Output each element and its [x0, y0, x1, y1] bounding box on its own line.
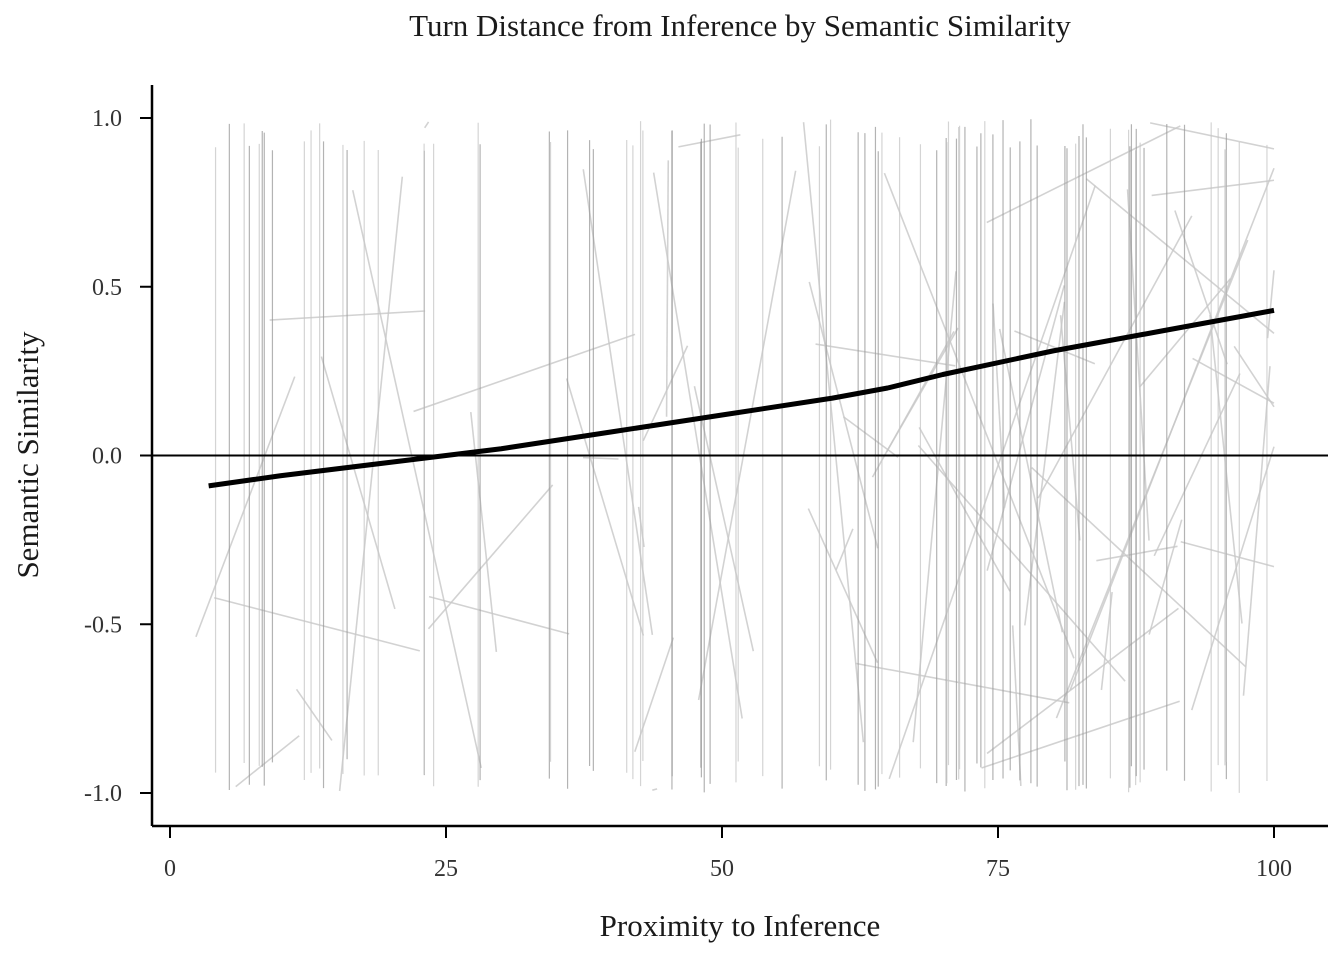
background-trace	[427, 484, 554, 630]
background-trace	[842, 416, 899, 458]
background-trace	[1014, 330, 1096, 365]
y-tick-label: 1.0	[92, 106, 122, 132]
background-trace	[883, 172, 1075, 659]
x-tick-label: 0	[164, 856, 176, 882]
background-trace	[1192, 357, 1275, 404]
background-trace	[1233, 345, 1275, 408]
background-trace	[912, 271, 957, 743]
x-axis-title: Proximity to Inference	[599, 908, 881, 943]
background-trace	[1149, 122, 1275, 150]
background-trace	[1069, 167, 1275, 691]
y-tick-label: 0.5	[92, 275, 122, 301]
background-trace	[1180, 540, 1275, 568]
y-tick-label: 0.0	[92, 444, 122, 470]
x-axis-ticks: 0 25 50 75 100	[164, 826, 1292, 882]
background-trace	[1190, 446, 1275, 711]
background-trace	[195, 376, 296, 638]
background-trace	[235, 735, 300, 788]
trend-line	[208, 307, 1275, 489]
background-trace	[652, 172, 743, 719]
background-trace	[214, 596, 421, 652]
background-trace	[1148, 519, 1183, 635]
background-trace	[693, 386, 755, 652]
background-trace	[295, 688, 333, 741]
background-trace	[981, 700, 1180, 769]
y-axis-ticks: -1.0 -0.5 0.0 0.5 1.0	[84, 106, 152, 807]
y-tick-label: -1.0	[84, 781, 122, 807]
background-trace	[888, 185, 1097, 780]
background-trace	[565, 378, 645, 636]
background-trace	[1242, 366, 1271, 696]
x-tick-label: 25	[434, 856, 458, 882]
background-trace	[428, 595, 570, 635]
x-tick-label: 50	[710, 856, 734, 882]
background-trace	[1096, 545, 1178, 562]
background-trace	[1059, 315, 1081, 541]
background-trace	[815, 343, 956, 367]
background-trace	[582, 456, 619, 460]
background-trace	[634, 637, 675, 752]
chart-title: Turn Distance from Inference by Semantic…	[409, 8, 1071, 43]
background-trace	[338, 176, 404, 792]
background-trace	[1031, 467, 1247, 668]
background-trace	[986, 285, 1066, 571]
background-trace	[808, 281, 879, 549]
background-traces	[195, 119, 1275, 793]
y-tick-label: -0.5	[84, 612, 122, 638]
background-trace	[678, 134, 741, 148]
background-trace	[424, 121, 430, 129]
background-trace	[1266, 270, 1275, 339]
background-trace	[413, 333, 636, 413]
background-trace	[351, 190, 482, 769]
background-trace	[665, 160, 670, 417]
background-trace	[855, 662, 1070, 704]
background-trace	[1151, 179, 1275, 197]
background-trace	[1126, 189, 1150, 541]
background-trace	[917, 444, 1126, 682]
background-trace	[652, 788, 658, 791]
background-trace	[697, 170, 797, 701]
x-tick-label: 75	[986, 856, 1010, 882]
x-tick-label: 100	[1256, 856, 1292, 882]
background-trace	[802, 122, 865, 743]
background-trace	[320, 356, 396, 610]
background-trace	[1085, 178, 1275, 335]
